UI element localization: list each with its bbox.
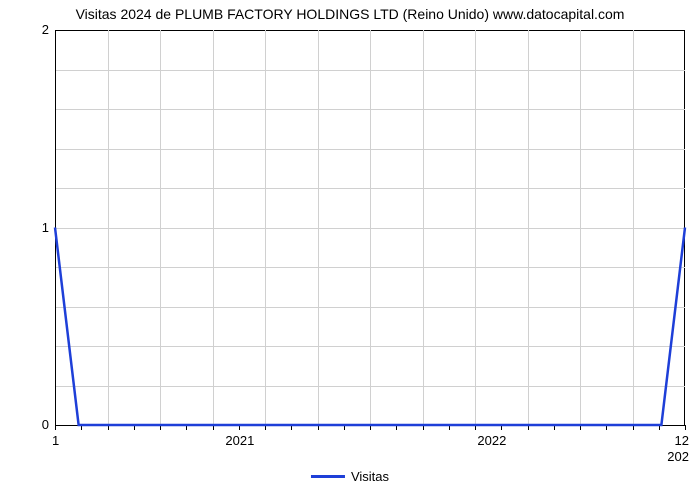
- series-line: [0, 0, 700, 500]
- chart-container: { "chart": { "type": "line", "title": "V…: [0, 0, 700, 500]
